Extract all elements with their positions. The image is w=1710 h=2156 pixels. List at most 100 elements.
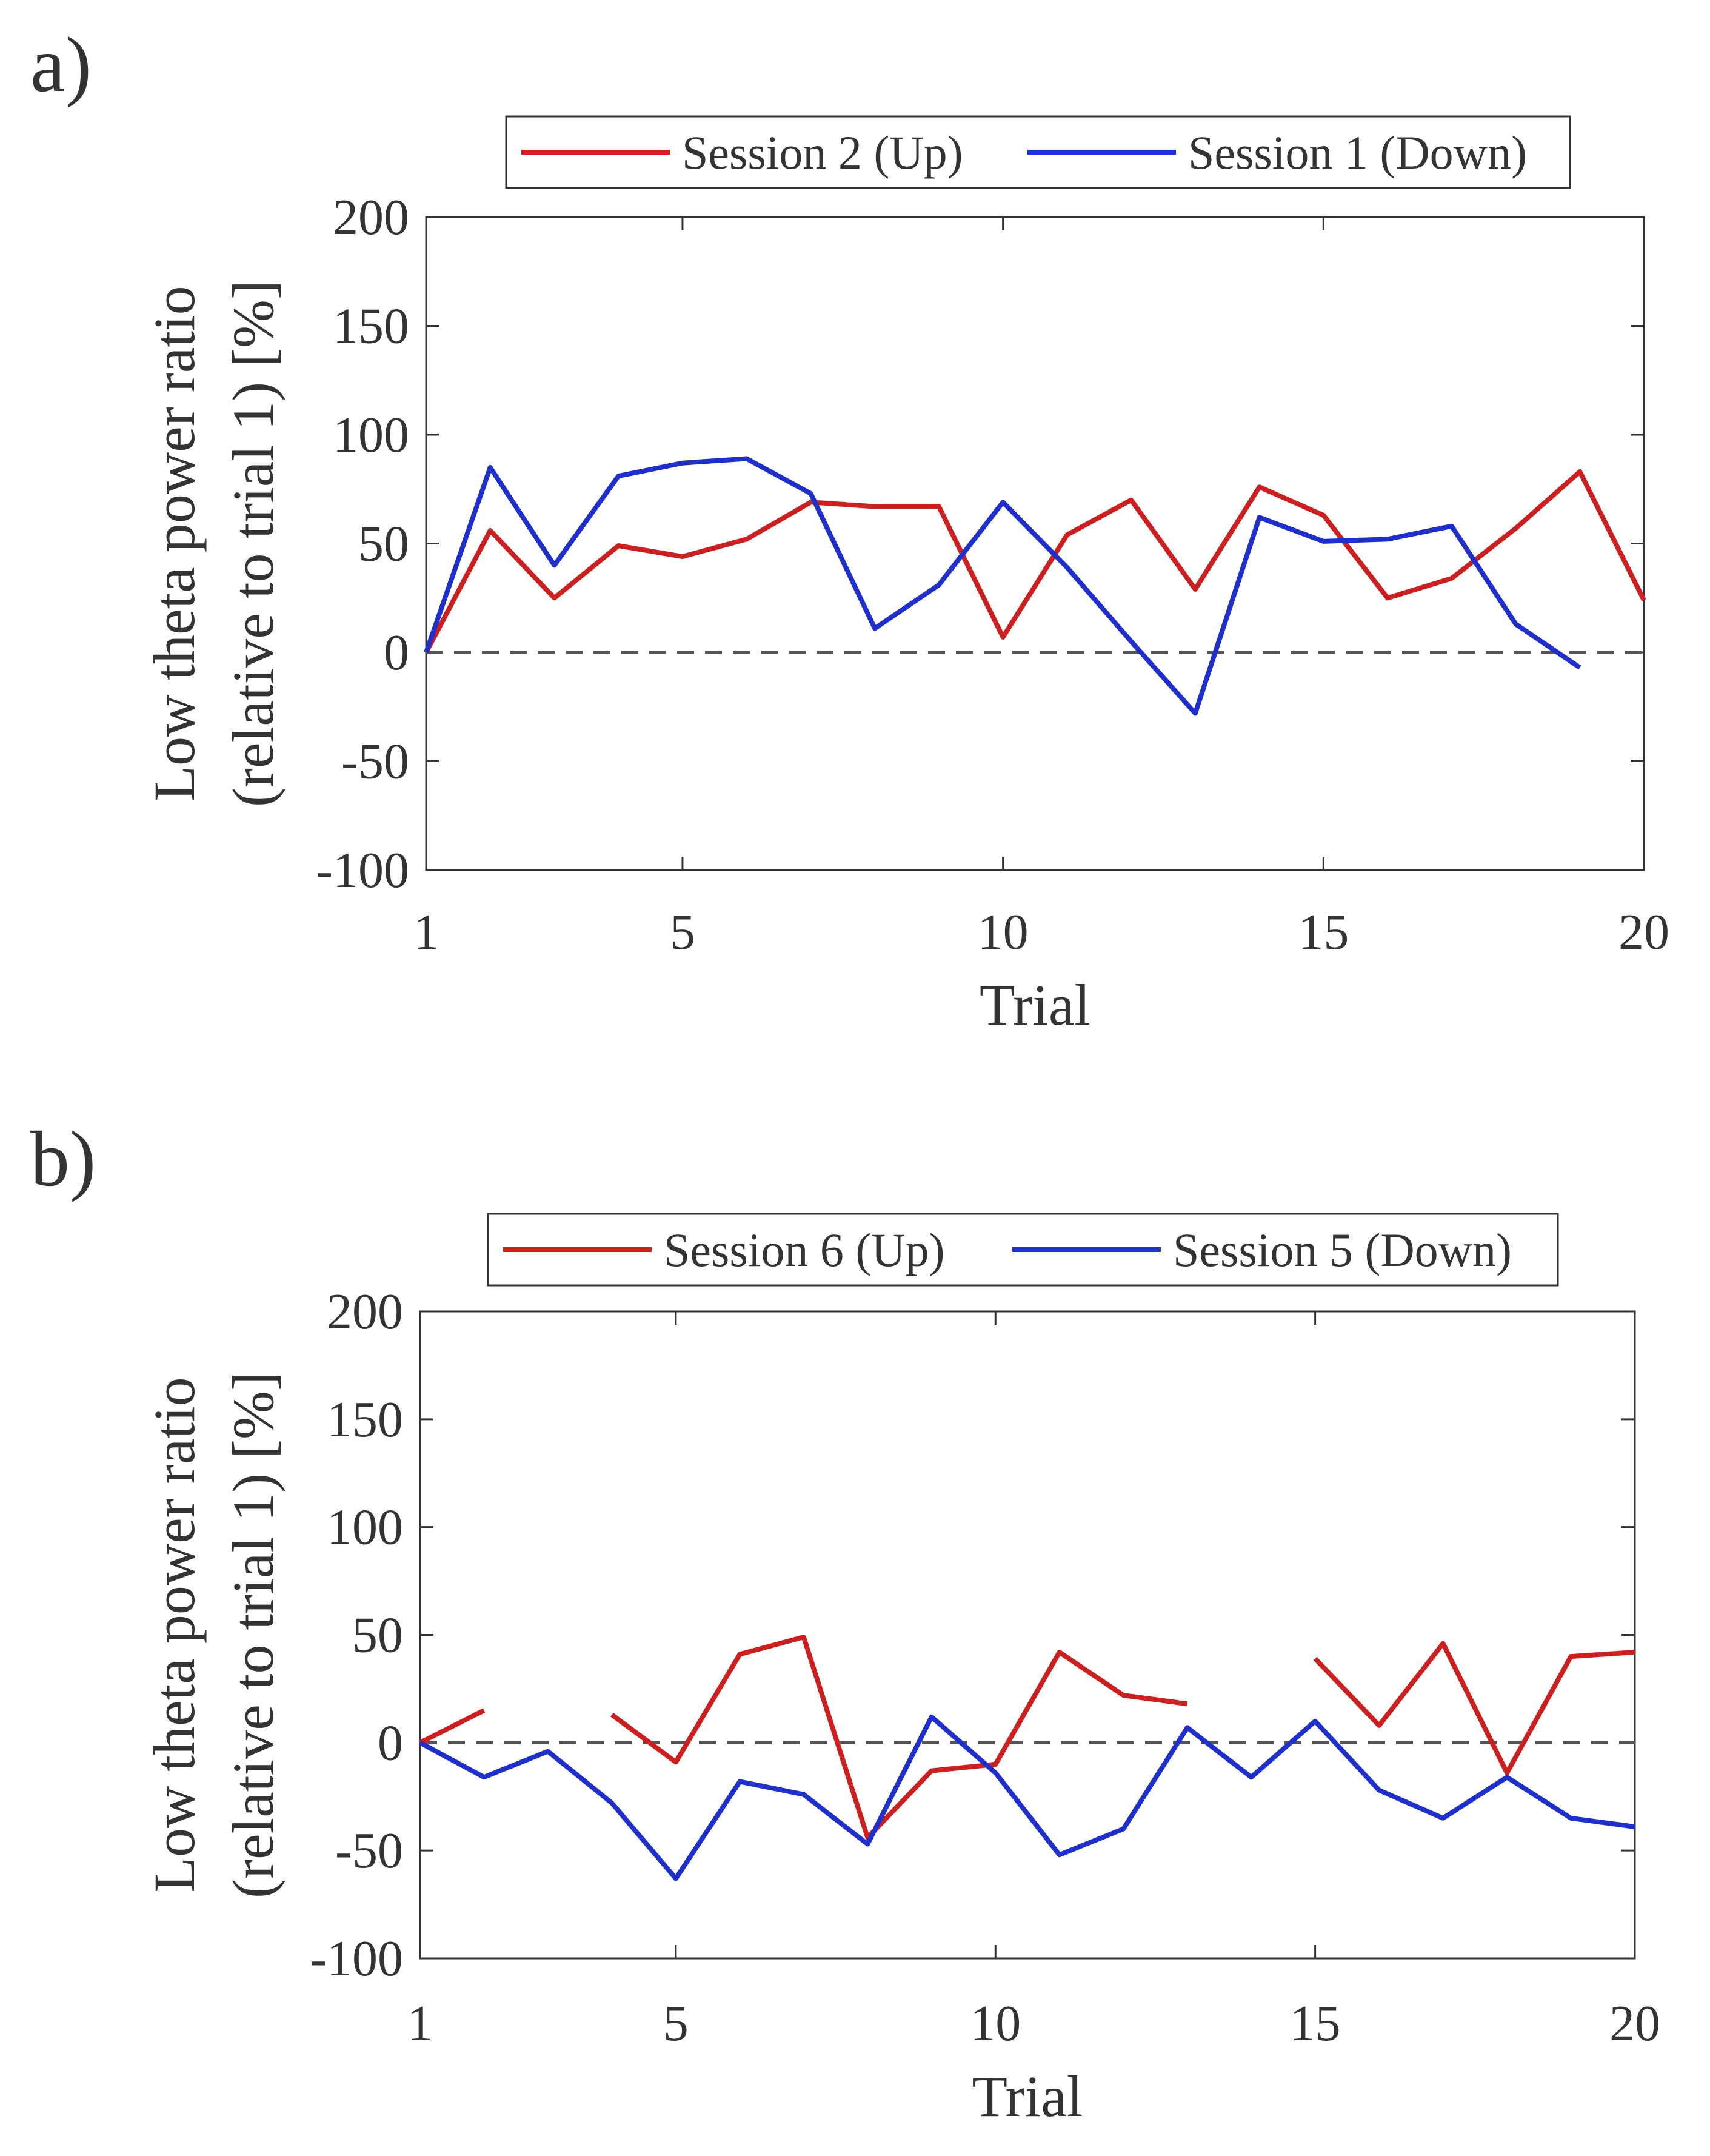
series-line [1313,1641,1635,1776]
y-tick-label: 200 [333,189,409,246]
data-point [938,505,940,507]
data-point [617,544,620,547]
data-point [1186,1702,1189,1705]
data-point [419,1741,421,1744]
data-point [1058,1651,1061,1653]
data-point [681,555,684,558]
x-axis-title: Trial [980,973,1090,1037]
data-point [1442,1642,1444,1645]
x-axis-title: Trial [972,2064,1083,2129]
data-point [489,466,492,469]
series-up [424,469,1646,654]
data-point [930,1716,933,1718]
legend-entry-label: Session 6 (Up) [664,1224,945,1276]
y-tick-label: 50 [358,516,409,572]
data-point [610,1713,613,1716]
data-point [1634,1651,1636,1653]
data-point [1130,499,1132,501]
panel-label: b) [30,1116,96,1203]
x-tick-label: 1 [413,904,439,960]
data-point [1002,636,1004,638]
data-point [1451,525,1453,527]
data-point [1122,1828,1124,1830]
data-point [866,1843,869,1845]
y-tick-label: -100 [316,842,409,899]
y-tick-label: 100 [333,407,409,463]
series-up [419,1635,1636,1840]
data-point [809,501,812,503]
y-tick-label: 100 [327,1499,403,1556]
x-tick-label: 15 [1298,904,1349,960]
y-tick-label: 150 [327,1391,403,1448]
data-point [803,1793,805,1796]
data-point [1002,501,1004,503]
data-point [1386,538,1389,540]
data-point [746,538,748,540]
data-point [994,1763,997,1766]
y-axis-title-line-2: (relative to trial 1) [%] [221,1371,286,1898]
data-point [1258,486,1261,488]
x-tick-label: 15 [1290,1995,1341,2052]
data-point [425,651,427,654]
data-point [1378,1724,1380,1727]
y-tick-label: 0 [378,1715,403,1771]
data-point [1442,1817,1444,1820]
x-tick-label: 20 [1609,1995,1660,2052]
data-point [1130,640,1132,643]
series-line [610,1635,1188,1840]
data-point [1506,1772,1508,1774]
y-axis-title-line-1: Low theta power ratio [142,286,207,801]
series-down [419,1714,1635,1881]
x-tick-label: 5 [663,1995,689,2052]
data-point [1570,1655,1572,1658]
series-line [419,1714,1635,1881]
data-point [1643,599,1645,601]
data-point [1515,623,1517,625]
data-point [1250,1776,1252,1778]
data-point [1378,1789,1380,1792]
y-axis-title-line-1: Low theta power ratio [142,1377,207,1892]
series-line [424,456,1581,716]
data-point [1570,1817,1572,1820]
data-point [809,492,812,495]
data-point [1258,516,1261,518]
plot-frame [419,1310,1636,1960]
data-point [1451,577,1453,580]
y-tick-label: -100 [310,1930,403,1987]
data-point [1322,514,1324,517]
data-point [738,1653,741,1656]
x-tick-label: 5 [670,904,695,960]
data-point [1506,1776,1508,1778]
data-point [1386,597,1389,599]
x-tick-label: 10 [970,1995,1021,2052]
data-point [553,597,555,599]
y-tick-label: 0 [384,624,409,681]
y-tick-label: -50 [341,734,409,790]
legend: Session 2 (Up) Session 1 (Down) [505,115,1571,189]
data-point [1194,588,1197,591]
y-axis-title-line-2: (relative to trial 1) [%] [221,280,286,807]
data-point [617,475,620,477]
legend-entry-label: Session 5 (Down) [1173,1224,1512,1276]
data-point [553,564,555,566]
data-point [489,529,492,532]
series-line [419,1708,486,1745]
panel-label: a) [30,21,92,109]
data-point [1122,1694,1124,1696]
data-point [1058,1853,1061,1856]
data-point [803,1636,805,1638]
data-point [1066,534,1068,536]
legend-entry-label: Session 1 (Down) [1188,126,1527,179]
data-point [675,1761,677,1763]
legend-entry-label: Session 2 (Up) [682,126,963,179]
data-point [483,1709,485,1712]
data-point [483,1776,485,1778]
y-tick-label: -50 [335,1823,403,1879]
x-tick-label: 10 [978,904,1029,960]
data-point [610,1802,613,1804]
series-down [424,456,1581,716]
data-point [1314,1720,1317,1722]
